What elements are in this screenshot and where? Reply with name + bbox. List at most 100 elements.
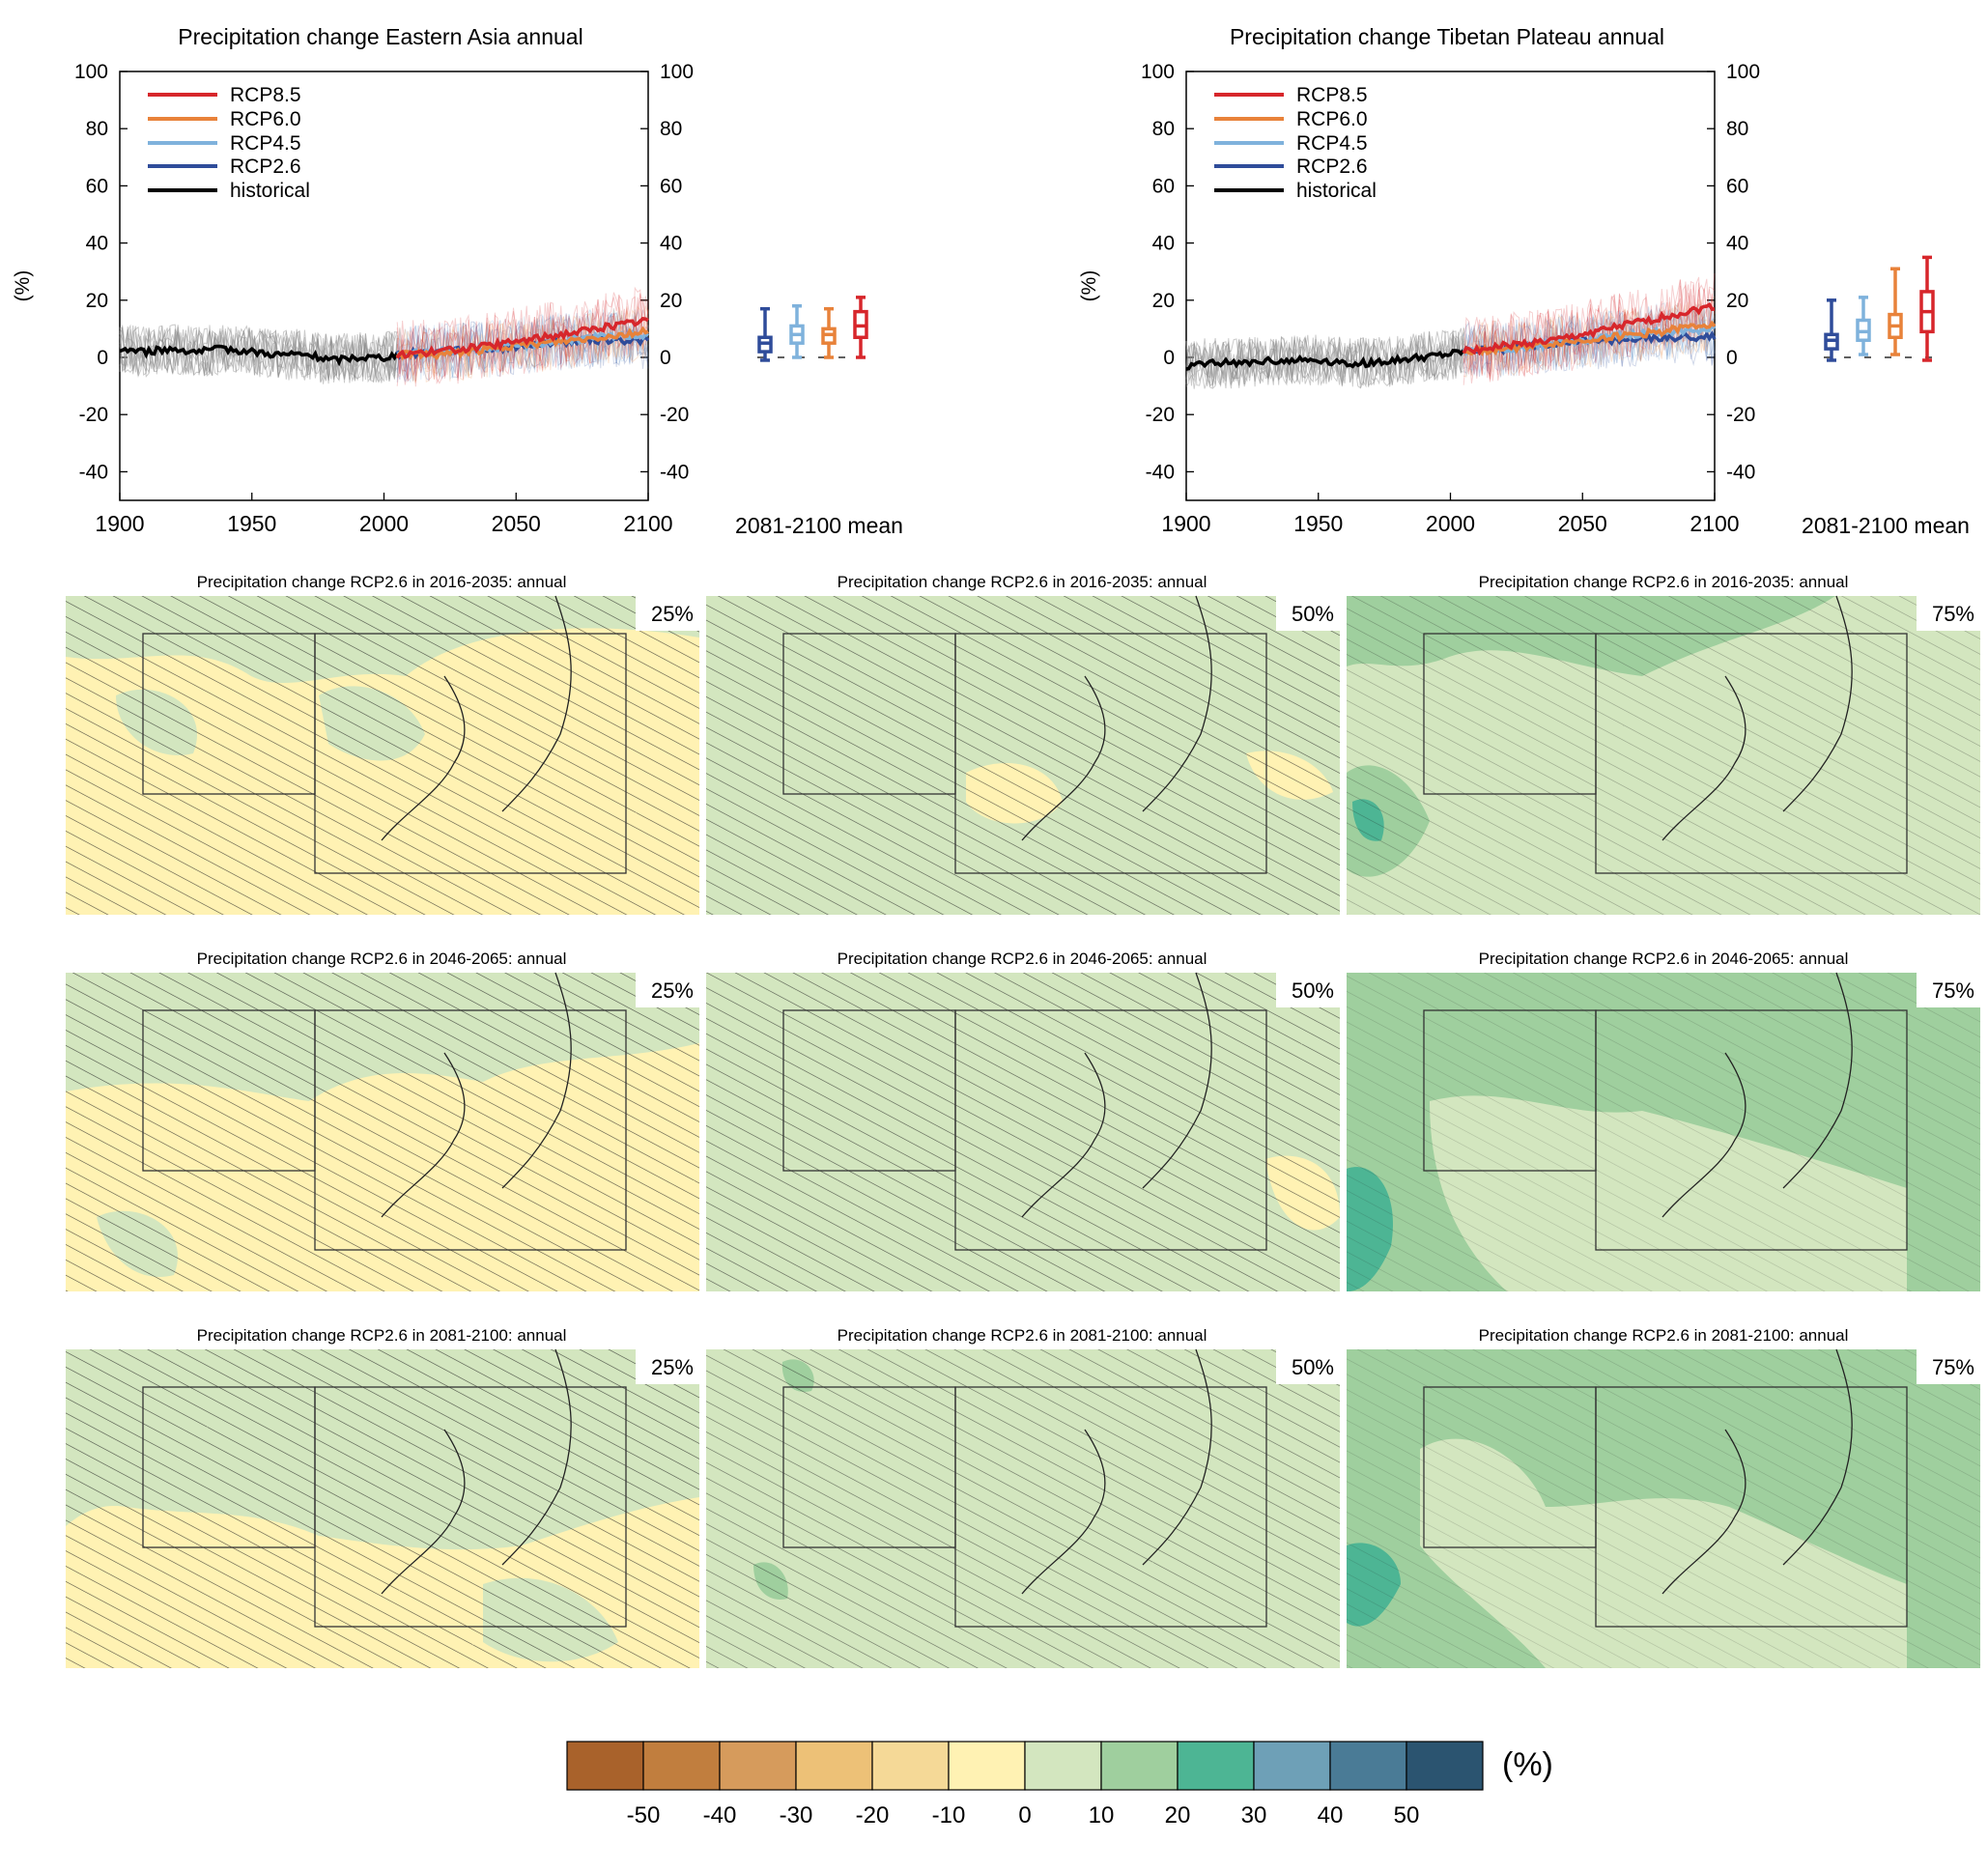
colorbar: -50 -40 -30 -20 -10 0 10 20 30 40 50 (566, 1741, 1484, 1828)
legend-label-rcp60: RCP6.0 (230, 108, 301, 130)
colorbar-segment (1253, 1741, 1331, 1791)
percentile-label: 50% (1292, 978, 1334, 1003)
legend-label-rcp45: RCP4.5 (230, 132, 301, 155)
y-tick-label: 80 (1152, 118, 1175, 140)
plot-frame (1185, 71, 1716, 501)
boxplot-rcp85 (853, 296, 868, 359)
x-tick-label: 1950 (1293, 511, 1343, 536)
colorbar-segment (1100, 1741, 1179, 1791)
y-tick-label: 100 (1726, 61, 1760, 83)
boxplot-label: 2081-2100 mean (1802, 513, 1970, 538)
percentile-label: 25% (651, 602, 694, 626)
member-line (396, 310, 649, 381)
map-panel: 50% (706, 595, 1340, 915)
x-tick-label: 2050 (1558, 511, 1607, 536)
timeseries-panel-tibetan-plateau: Precipitation change Tibetan Plateau ann… (1078, 24, 1970, 538)
member-line (396, 312, 649, 382)
series-line-historical (1185, 349, 1465, 371)
member-line (1463, 278, 1716, 383)
map-title: Precipitation change RCP2.6 in 2046-2065… (197, 950, 567, 968)
member-line (1463, 308, 1716, 377)
y-tick-label: 40 (1152, 233, 1175, 255)
legend: RCP8.5 RCP6.0 RCP4.5 RCP2.6 historical (148, 84, 310, 202)
member-line (396, 312, 649, 382)
boxplot-rcp45 (1856, 296, 1871, 356)
colorbar-segment (948, 1741, 1026, 1791)
chart-title: Precipitation change Eastern Asia annual (178, 24, 582, 49)
y-tick-label: 20 (1152, 290, 1175, 312)
x-tick-label: 1950 (227, 511, 276, 536)
y-tick-label: 40 (86, 233, 108, 255)
member-line (396, 308, 649, 383)
map-title: Precipitation change RCP2.6 in 2081-2100… (838, 1326, 1207, 1345)
plot-layer: -40 -40 -20 -20 0 0 20 20 40 40 60 60 80 80 100 100 1900… (1141, 61, 1937, 536)
plot-layer: -40 -40 -20 -20 0 0 20 20 40 40 60 60 80 80 100 100 1900… (74, 61, 870, 536)
map-panel: 75% (1347, 1348, 1980, 1668)
map-panel: 50% (706, 972, 1340, 1291)
map-row-2046-2065: Precipitation change RCP2.6 in 2046-2065… (66, 950, 1980, 1291)
percentile-label: 75% (1932, 978, 1974, 1003)
legend-label-rcp85: RCP8.5 (230, 84, 301, 106)
plot-frame (119, 71, 649, 501)
y-tick-label: 0 (97, 347, 108, 369)
colorbar-segment (1406, 1741, 1484, 1791)
map-title: Precipitation change RCP2.6 in 2016-2035… (197, 573, 567, 591)
colorbar-segment (642, 1741, 721, 1791)
member-line (396, 293, 649, 379)
colorbar-tick-label: 30 (1241, 1802, 1267, 1828)
member-line (396, 296, 649, 383)
x-tick-label: 2000 (1426, 511, 1475, 536)
y-tick-label: -20 (79, 404, 108, 426)
percentile-label: 50% (1292, 1355, 1334, 1379)
member-line (1185, 331, 1464, 389)
map-row-2081-2100: Precipitation change RCP2.6 in 2081-2100… (66, 1326, 1980, 1668)
series-line-rcp85 (395, 317, 649, 359)
member-line (396, 310, 649, 381)
map-title: Precipitation change RCP2.6 in 2046-2065… (1479, 950, 1849, 968)
percentile-label: 75% (1932, 602, 1974, 626)
colorbar-segment (1177, 1741, 1255, 1791)
legend-label-rcp45: RCP4.5 (1296, 132, 1368, 155)
y-tick-label: -40 (660, 461, 689, 483)
boxplot-rcp60 (1888, 267, 1903, 356)
series-line-rcp60 (395, 326, 649, 361)
member-line (1185, 330, 1464, 389)
member-line (1463, 296, 1716, 377)
member-line (119, 326, 398, 383)
map-title: Precipitation change RCP2.6 in 2081-2100… (197, 1326, 567, 1345)
map-panel: 50% (706, 1348, 1340, 1668)
colorbar-unit: (%) (1502, 1746, 1553, 1783)
colorbar-tick-label: 20 (1165, 1802, 1191, 1828)
map-title: Precipitation change RCP2.6 in 2016-2035… (838, 573, 1207, 591)
y-tick-label: 40 (660, 233, 682, 255)
x-tick-label: 2050 (492, 511, 541, 536)
y-axis-label: (%) (12, 270, 34, 302)
boxplot-rcp26 (757, 306, 773, 362)
member-line (119, 326, 398, 383)
y-tick-label: 20 (86, 290, 108, 312)
y-tick-label: -20 (660, 404, 689, 426)
legend-label-rcp26: RCP2.6 (230, 156, 301, 178)
series-line-rcp85 (1462, 301, 1716, 356)
map-panel: 25% (66, 595, 699, 915)
colorbar-segment (719, 1741, 797, 1791)
colorbar-tick-label: -50 (627, 1802, 661, 1828)
legend-label-historical: historical (1296, 180, 1377, 202)
y-tick-label: -40 (1146, 461, 1175, 483)
x-tick-label: 1900 (1161, 511, 1210, 536)
boxplot-rcp60 (821, 306, 837, 359)
y-tick-label: -40 (1726, 461, 1755, 483)
colorbar-tick-label: -30 (780, 1802, 813, 1828)
colorbar-tick-label: 10 (1089, 1802, 1115, 1828)
colorbar-segment (1024, 1741, 1102, 1791)
y-tick-label: 80 (1726, 118, 1748, 140)
boxplot-rcp85 (1919, 255, 1935, 362)
y-tick-label: 100 (660, 61, 694, 83)
series-line-historical (119, 344, 399, 367)
y-tick-label: 40 (1726, 233, 1748, 255)
x-tick-label: 2100 (1690, 511, 1739, 536)
percentile-label: 75% (1932, 1355, 1974, 1379)
x-tick-label: 2100 (623, 511, 672, 536)
legend-label-rcp85: RCP8.5 (1296, 84, 1368, 106)
